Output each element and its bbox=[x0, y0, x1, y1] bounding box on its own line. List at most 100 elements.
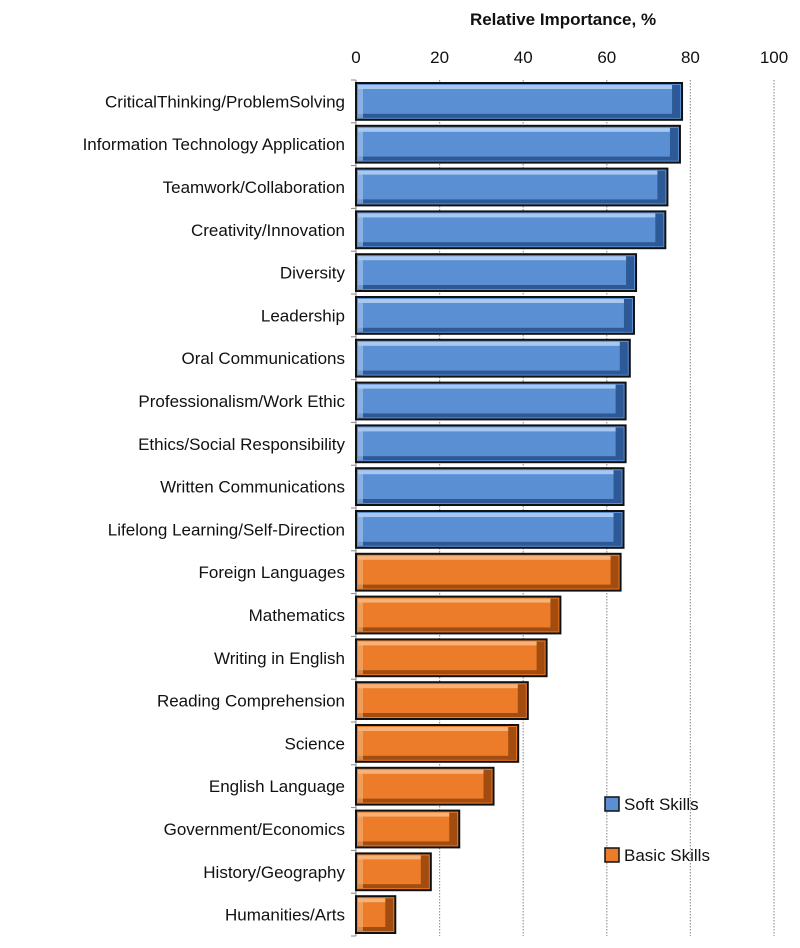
bar-bevel-right bbox=[655, 213, 664, 247]
category-label: English Language bbox=[209, 777, 345, 796]
bar-bevel-right bbox=[420, 855, 429, 889]
bar-bevel-bottom bbox=[358, 413, 624, 418]
bar-bevel-right bbox=[672, 84, 681, 118]
bar-bevel-right bbox=[483, 769, 492, 803]
bar-bevel-right bbox=[613, 512, 622, 546]
legend-label: Soft Skills bbox=[624, 795, 699, 814]
bar-bevel-top bbox=[358, 598, 559, 603]
bar-bevel-bottom bbox=[358, 927, 394, 932]
bar-bevel-bottom bbox=[358, 370, 628, 375]
bar-soft bbox=[355, 81, 684, 121]
bar-bevel-bottom bbox=[358, 627, 559, 632]
bar-bevel-left bbox=[358, 555, 363, 589]
bar-bevel-left bbox=[358, 512, 363, 546]
bar-bevel-right bbox=[626, 256, 635, 290]
bar-bevel-top bbox=[358, 298, 632, 303]
bar-bevel-top bbox=[358, 213, 664, 218]
bar-bevel-bottom bbox=[358, 798, 492, 803]
category-label: Ethics/Social Responsibility bbox=[138, 435, 345, 454]
bar-bevel-top bbox=[358, 726, 517, 731]
x-tick-label: 0 bbox=[351, 48, 360, 67]
bar-bevel-top bbox=[358, 84, 681, 89]
category-label: History/Geography bbox=[203, 863, 345, 882]
bar-bevel-right bbox=[657, 170, 666, 204]
bar-bevel-left bbox=[358, 427, 363, 461]
bar-bevel-bottom bbox=[358, 156, 678, 161]
bar-soft bbox=[355, 424, 627, 464]
bar-bevel-bottom bbox=[358, 755, 517, 760]
x-tick-label: 60 bbox=[597, 48, 616, 67]
bar-bevel-right bbox=[449, 812, 458, 846]
bar-bevel-bottom bbox=[358, 242, 664, 247]
category-label: Reading Comprehension bbox=[157, 692, 345, 711]
category-label: Lifelong Learning/Self-Direction bbox=[108, 520, 345, 539]
bar-bevel-right bbox=[385, 898, 394, 932]
bar-bevel-bottom bbox=[358, 713, 526, 718]
bar-bevel-bottom bbox=[358, 327, 632, 332]
bar-bevel-bottom bbox=[358, 670, 545, 675]
bar-bevel-left bbox=[358, 256, 363, 290]
bar-bevel-right bbox=[610, 555, 619, 589]
bar-soft bbox=[355, 338, 631, 378]
bar-soft bbox=[355, 210, 667, 250]
x-tick-label: 100 bbox=[760, 48, 788, 67]
bar-bevel-bottom bbox=[358, 499, 622, 504]
bar-bevel-left bbox=[358, 384, 363, 418]
bar-bevel-left bbox=[358, 684, 363, 718]
bar-basic bbox=[355, 595, 562, 635]
bar-bevel-left bbox=[358, 898, 363, 932]
bar-bevel-left bbox=[358, 84, 363, 118]
bar-bevel-top bbox=[358, 256, 635, 261]
bar-bevel-left bbox=[358, 598, 363, 632]
bar-bevel-left bbox=[358, 298, 363, 332]
category-label: Diversity bbox=[280, 264, 346, 283]
category-label: CriticalThinking/ProblemSolving bbox=[105, 92, 345, 111]
bar-bevel-right bbox=[615, 427, 624, 461]
bar-bevel-bottom bbox=[358, 456, 624, 461]
bar-bevel-right bbox=[613, 470, 622, 504]
category-label: Humanities/Arts bbox=[225, 906, 345, 925]
bar-soft bbox=[355, 509, 625, 549]
bar-basic bbox=[355, 552, 622, 592]
category-label: Oral Communications bbox=[182, 349, 345, 368]
bar-bevel-left bbox=[358, 341, 363, 375]
bar-soft bbox=[355, 253, 638, 293]
chart-title: Relative Importance, % bbox=[470, 10, 656, 29]
bar-bevel-top bbox=[358, 812, 458, 817]
category-label: Mathematics bbox=[249, 606, 345, 625]
bar-bevel-bottom bbox=[358, 199, 666, 204]
bar-bevel-left bbox=[358, 855, 363, 889]
bar-soft bbox=[355, 467, 625, 507]
legend-swatch-soft bbox=[604, 796, 620, 812]
bar-bevel-left bbox=[358, 641, 363, 675]
category-label: Government/Economics bbox=[164, 820, 345, 839]
bar-bevel-bottom bbox=[358, 584, 619, 589]
bar-bevel-bottom bbox=[358, 285, 635, 290]
bar-bevel-right bbox=[669, 127, 678, 161]
category-label: Teamwork/Collaboration bbox=[163, 178, 345, 197]
bar-basic bbox=[355, 809, 461, 849]
bar-bevel-top bbox=[358, 384, 624, 389]
bar-bevel-right bbox=[508, 726, 517, 760]
bar-bevel-right bbox=[517, 684, 526, 718]
bar-bevel-bottom bbox=[358, 841, 458, 846]
bar-bevel-top bbox=[358, 641, 545, 646]
bar-bevel-left bbox=[358, 127, 363, 161]
bar-soft bbox=[355, 295, 635, 335]
category-label: Professionalism/Work Ethic bbox=[138, 392, 345, 411]
bar-bevel-top bbox=[358, 898, 394, 903]
bar-bevel-right bbox=[623, 298, 632, 332]
bar-bevel-bottom bbox=[358, 113, 681, 118]
bar-bevel-top bbox=[358, 470, 622, 475]
bar-basic bbox=[355, 638, 548, 678]
bar-bevel-top bbox=[358, 427, 624, 432]
bar-soft bbox=[355, 381, 627, 421]
bar-bevel-right bbox=[550, 598, 559, 632]
bar-soft bbox=[355, 167, 669, 207]
category-label: Science bbox=[285, 734, 345, 753]
legend-label: Basic Skills bbox=[624, 846, 710, 865]
x-tick-label: 80 bbox=[681, 48, 700, 67]
bar-bevel-top bbox=[358, 512, 622, 517]
bar-bevel-bottom bbox=[358, 541, 622, 546]
